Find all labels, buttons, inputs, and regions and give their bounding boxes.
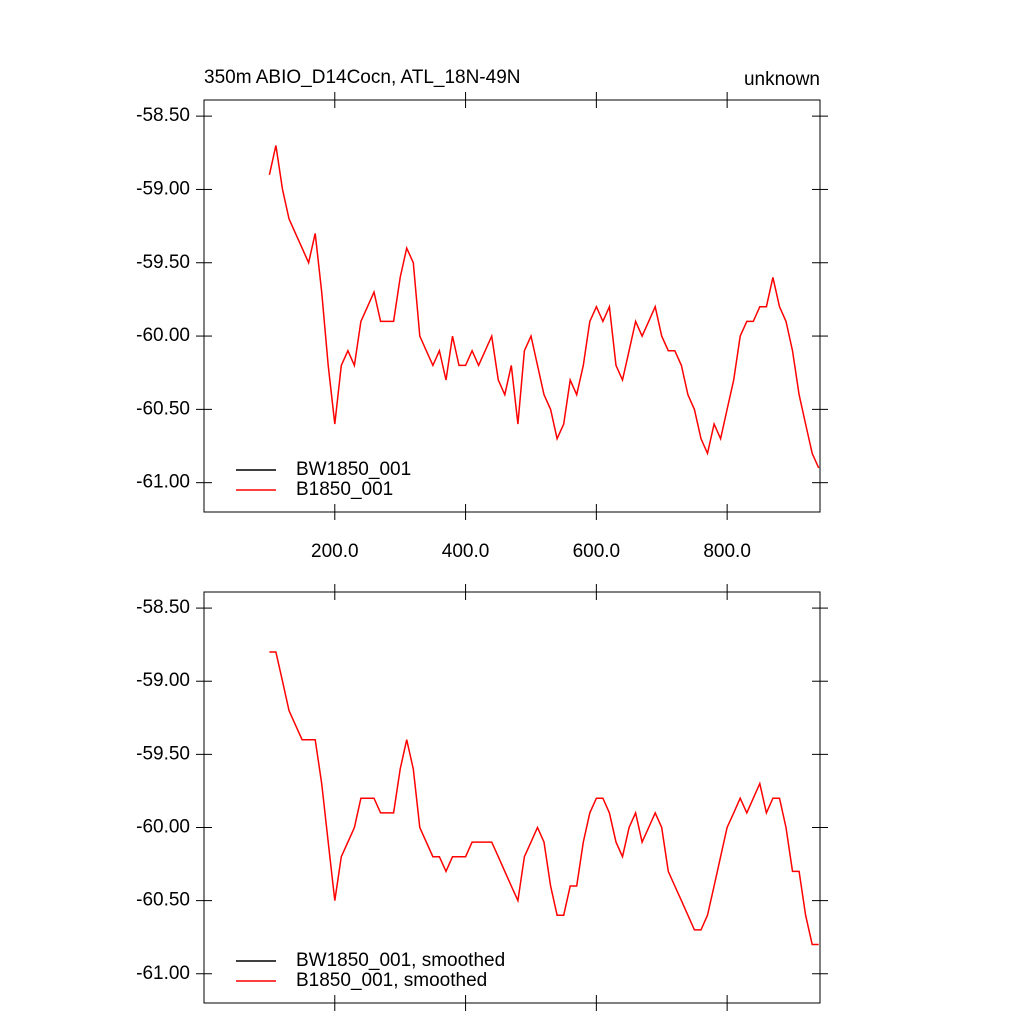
- x-tick-label: 200.0: [311, 541, 359, 562]
- y-tick-label: -59.50: [136, 252, 190, 273]
- data-line: [268, 145, 820, 469]
- y-tick-label: -60.00: [136, 325, 190, 346]
- y-tick-label: -58.50: [136, 105, 190, 126]
- data-line: [269, 651, 819, 946]
- y-tick-label: -58.50: [136, 597, 190, 618]
- y-tick-label: -60.50: [136, 398, 190, 419]
- y-tick-label: -59.50: [136, 743, 190, 764]
- y-tick-label: -59.00: [136, 178, 190, 199]
- legend-label: BW1850_001: [296, 459, 411, 480]
- y-tick-label: -61.00: [136, 963, 190, 984]
- legend-label: BW1850_001, smoothed: [296, 950, 505, 971]
- legend-label: B1850_001: [296, 479, 393, 500]
- x-tick-label: 400.0: [442, 541, 490, 562]
- legend-label: B1850_001, smoothed: [296, 970, 487, 991]
- x-tick-label: 600.0: [573, 541, 621, 562]
- chart-title: 350m ABIO_D14Cocn, ATL_18N-49N: [204, 67, 521, 88]
- plot-frame: [203, 99, 821, 513]
- x-tick-label: 800.0: [703, 541, 751, 562]
- y-tick-label: -60.00: [136, 816, 190, 837]
- plot-frame: [203, 591, 821, 1004]
- y-tick-label: -60.50: [136, 890, 190, 911]
- y-tick-label: -59.00: [136, 670, 190, 691]
- y-tick-label: -61.00: [136, 472, 190, 493]
- chart-subtitle: unknown: [744, 69, 820, 90]
